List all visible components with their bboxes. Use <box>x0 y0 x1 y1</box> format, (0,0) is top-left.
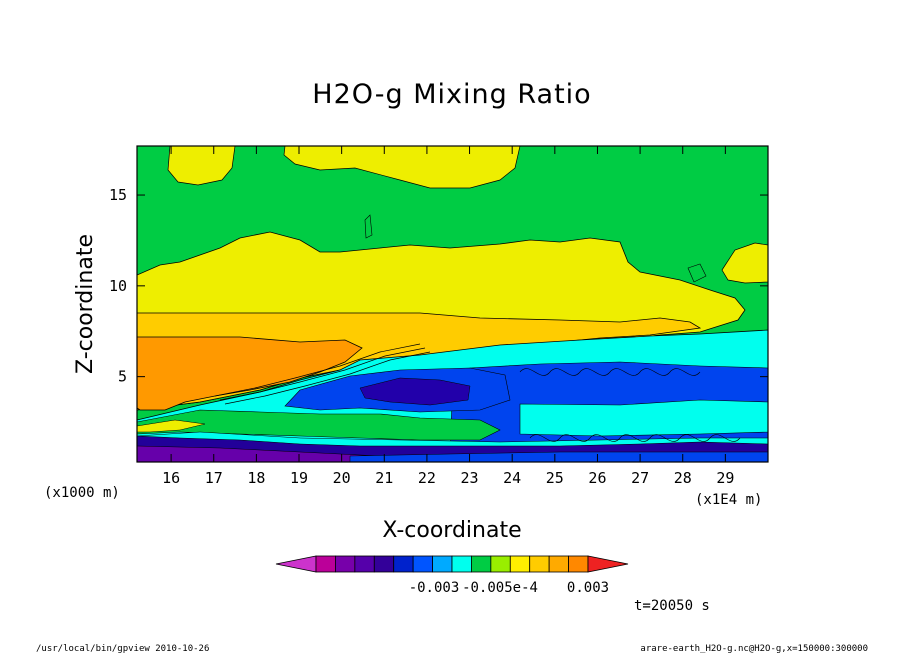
region-navy-center <box>359 377 471 406</box>
x-tick-label: 26 <box>588 469 606 487</box>
colorbar-left-arrow <box>275 555 317 573</box>
colorbar-swatch <box>315 555 336 573</box>
x-tick-label: 19 <box>290 469 308 487</box>
colorbar-swatch <box>490 555 511 573</box>
colorbar-swatch <box>451 555 472 573</box>
region-navy-bottom <box>137 435 768 457</box>
colorbar-swatch <box>373 555 395 573</box>
colorbar-swatch <box>568 555 589 573</box>
x-axis-ticks: 16 17 18 19 20 21 22 23 24 25 26 27 28 29 <box>162 146 734 487</box>
colorbar-right-arrow <box>587 555 629 573</box>
region-green-small-top <box>364 214 707 283</box>
footer-left: /usr/local/bin/gpview 2010-10-26 <box>36 644 209 654</box>
colorbar-swatch <box>548 555 569 573</box>
x-tick-label: 16 <box>162 469 180 487</box>
x-tick-label: 25 <box>546 469 564 487</box>
x-tick-label: 23 <box>461 469 479 487</box>
region-cyan-lower-right <box>519 399 768 437</box>
colorbar <box>275 555 629 573</box>
y-tick-label: 5 <box>118 368 127 386</box>
colorbar-label-3: 0.003 <box>567 580 609 596</box>
time-label: t=20050 s <box>634 598 710 614</box>
footer-right: arare-earth_H2O-g.nc@H2O-g,x=150000:3000… <box>640 644 868 654</box>
region-yellow-right <box>721 242 768 284</box>
colorbar-swatch <box>509 555 531 573</box>
plot-frame <box>136 145 769 463</box>
plot-area <box>137 146 768 462</box>
colorbar-swatch <box>529 555 550 573</box>
y-axis-label: Z-coordinate <box>73 234 98 374</box>
x-tick-label: 29 <box>716 469 734 487</box>
chart-title: H2O-g Mixing Ratio <box>312 79 591 110</box>
colorbar-swatch <box>412 555 433 573</box>
x-unit-left: (x1000 m) <box>44 485 120 501</box>
contour-lines-wavy <box>519 368 741 442</box>
x-tick-label: 22 <box>418 469 436 487</box>
region-yellow-top-left <box>167 146 236 186</box>
x-tick-label: 21 <box>375 469 393 487</box>
contour-lines-dense <box>214 343 431 405</box>
region-blue-bottom <box>349 451 768 462</box>
colorbar-label-1: -0.003 <box>409 580 460 596</box>
region-orange-left <box>137 336 363 411</box>
x-axis-label: X-coordinate <box>382 518 521 543</box>
x-unit-right: (x1E4 m) <box>695 492 762 508</box>
x-tick-label: 24 <box>503 469 521 487</box>
y-tick-label: 15 <box>109 186 127 204</box>
colorbar-swatch <box>393 555 414 573</box>
colorbar-swatch <box>354 555 375 573</box>
y-axis-ticks: 5 10 15 <box>109 186 768 386</box>
x-tick-label: 28 <box>674 469 692 487</box>
colorbar-swatch <box>471 555 492 573</box>
x-tick-label: 27 <box>631 469 649 487</box>
colorbar-swatch <box>432 555 453 573</box>
y-tick-label: 10 <box>109 277 127 295</box>
colorbar-swatch <box>335 555 356 573</box>
x-tick-label: 18 <box>247 469 265 487</box>
x-tick-label: 20 <box>333 469 351 487</box>
colorbar-label-2: -0.005e-4 <box>462 580 538 596</box>
region-yellow-top-mid <box>283 146 521 189</box>
region-yellow-lower <box>137 419 206 433</box>
x-tick-label: 17 <box>205 469 223 487</box>
